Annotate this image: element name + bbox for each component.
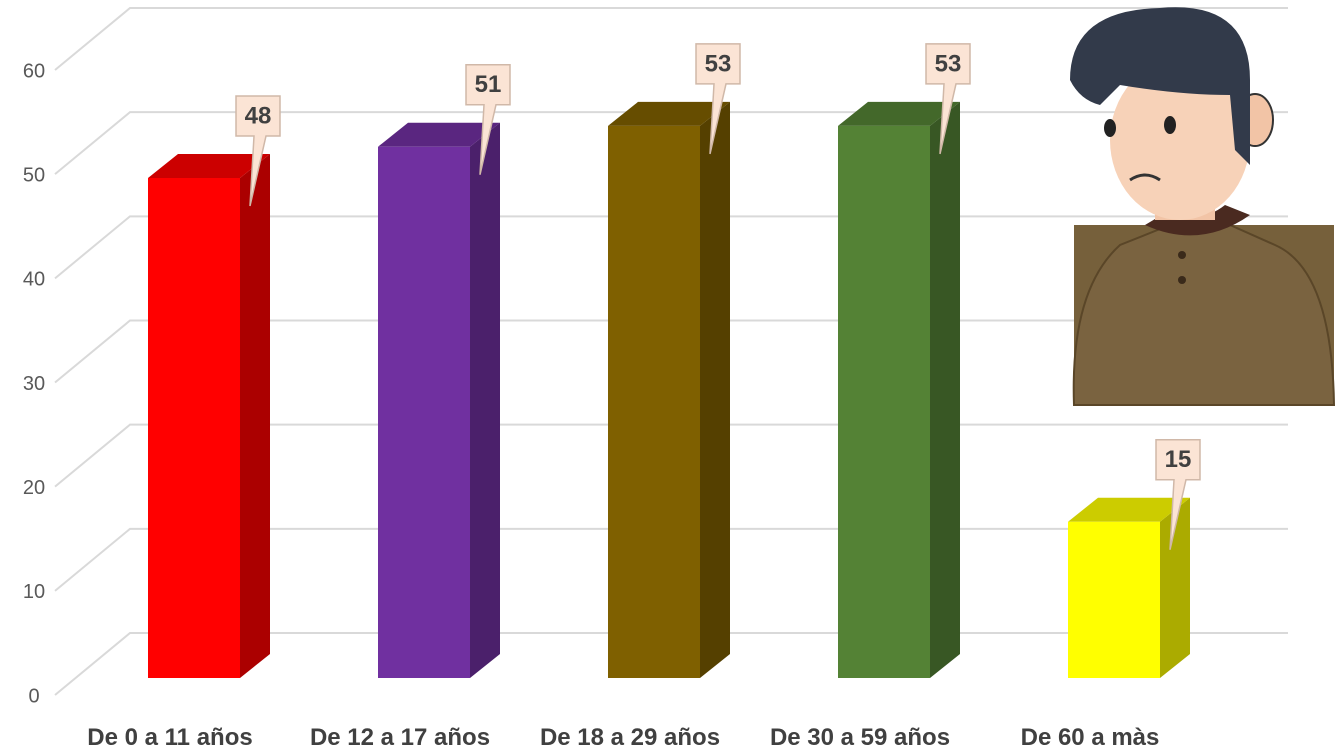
bar (378, 146, 470, 678)
mouth (1129, 173, 1161, 182)
bar-side (240, 154, 270, 678)
bar (608, 125, 700, 678)
y-tick-label: 20 (23, 477, 45, 499)
x-tick-label: De 0 a 11 años (87, 724, 252, 751)
hair (1070, 7, 1250, 166)
value-label: 51 (475, 71, 502, 98)
value-label: 53 (705, 50, 732, 77)
x-tick-label: De 30 a 59 años (770, 724, 950, 751)
value-label: 53 (935, 50, 962, 77)
grid-line (54, 7, 1288, 71)
labels: De 0 a 11 años 48 De 12 a 17 años 51 De 18 a… (87, 43, 1201, 751)
value-label-box (465, 64, 511, 175)
x-tick-label: De 12 a 17 años (310, 724, 490, 751)
bar-side (700, 101, 730, 678)
y-tick-label: 10 (23, 581, 45, 603)
bar (838, 125, 930, 678)
bar-top (378, 122, 500, 147)
bar-top (1068, 497, 1190, 522)
eye (1164, 116, 1176, 134)
y-tick-label: 60 (23, 60, 45, 82)
bar-side (470, 122, 500, 678)
value-label-box (695, 43, 741, 155)
x-tick-label: De 60 a màs (1021, 724, 1160, 751)
bar-side (930, 101, 960, 678)
face (1110, 60, 1250, 220)
y-tick-label: 50 (23, 164, 45, 186)
bar (1068, 521, 1160, 678)
bar-top (838, 101, 960, 126)
bar (148, 178, 240, 678)
value-label: 48 (245, 102, 272, 129)
bar-top (608, 101, 730, 126)
value-label: 15 (1165, 446, 1192, 473)
button (1178, 276, 1186, 284)
x-tick-label: De 18 a 29 años (540, 724, 720, 751)
bar-side (1160, 497, 1190, 678)
bars (148, 101, 1190, 678)
y-tick-label: 0 (28, 685, 39, 707)
y-tick-label: 40 (23, 269, 45, 291)
button (1178, 251, 1186, 259)
value-label-box (235, 95, 281, 207)
value-label-box (1155, 439, 1201, 550)
eye (1104, 119, 1116, 137)
y-tick-label: 30 (23, 373, 45, 395)
bar-top (148, 154, 270, 178)
person-illustration (1070, 7, 1336, 406)
value-label-box (925, 43, 971, 155)
